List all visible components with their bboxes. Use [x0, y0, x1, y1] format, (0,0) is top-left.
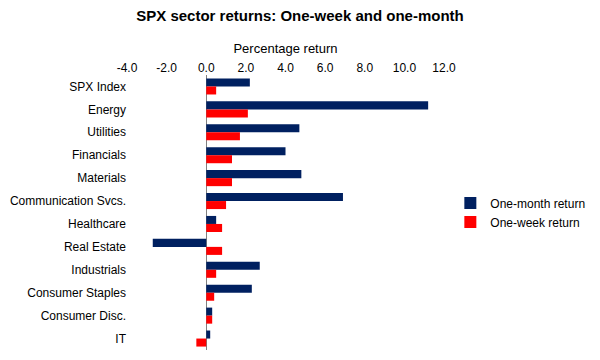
svg-text:SPX sector returns: One-week a: SPX sector returns: One-week and one-mon…	[136, 7, 464, 24]
svg-text:Utilities: Utilities	[87, 125, 126, 139]
svg-text:Percentage return: Percentage return	[233, 41, 337, 56]
svg-text:Communication Svcs.: Communication Svcs.	[10, 194, 126, 208]
svg-text:One-month return: One-month return	[490, 197, 585, 211]
svg-text:Financials: Financials	[72, 148, 126, 162]
svg-text:Energy: Energy	[88, 103, 126, 117]
svg-text:6.0: 6.0	[317, 61, 334, 75]
svg-text:IT: IT	[115, 332, 126, 346]
svg-text:One-week return: One-week return	[490, 216, 579, 230]
svg-text:2.0: 2.0	[238, 61, 255, 75]
svg-text:4.0: 4.0	[277, 61, 294, 75]
svg-text:Materials: Materials	[77, 171, 126, 185]
svg-text:12.0: 12.0	[432, 61, 456, 75]
svg-text:-4.0: -4.0	[117, 61, 138, 75]
svg-text:SPX Index: SPX Index	[69, 80, 126, 94]
svg-text:Consumer Staples: Consumer Staples	[27, 286, 126, 300]
svg-text:Industrials: Industrials	[71, 263, 126, 277]
svg-text:Real Estate: Real Estate	[64, 240, 126, 254]
svg-text:Healthcare: Healthcare	[68, 217, 126, 231]
svg-text:0.0: 0.0	[198, 61, 215, 75]
svg-text:-2.0: -2.0	[156, 61, 177, 75]
svg-text:8.0: 8.0	[356, 61, 373, 75]
svg-text:Consumer Disc.: Consumer Disc.	[41, 309, 126, 323]
svg-text:10.0: 10.0	[393, 61, 417, 75]
